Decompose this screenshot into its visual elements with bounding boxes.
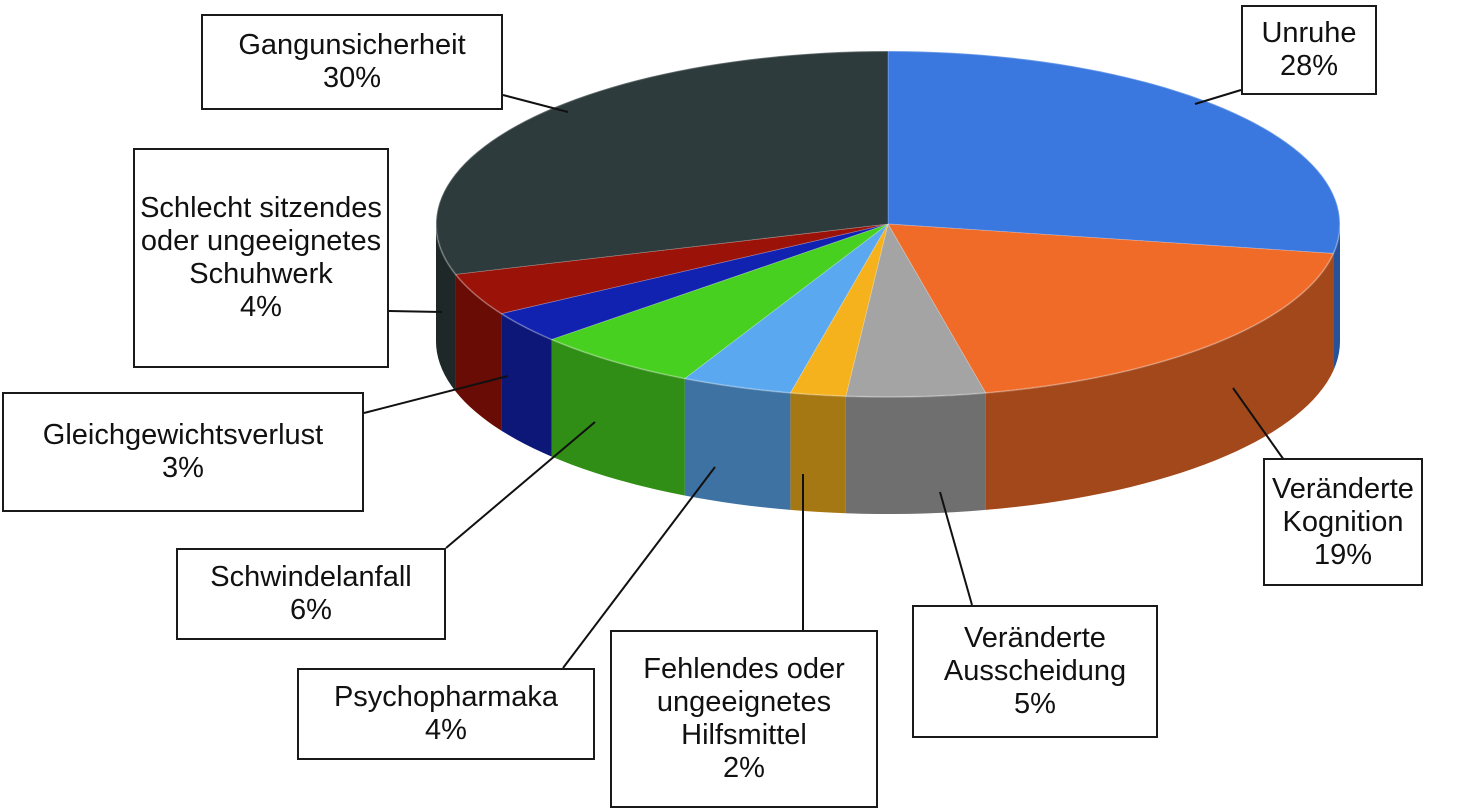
slice-label-value: 28%: [1279, 50, 1339, 82]
slice-label-value: 2%: [723, 752, 765, 784]
pie-rim: [435, 50, 1341, 398]
pie-side-gangunsicherheit: [436, 224, 456, 392]
pie-slice-gleichgewichtsverlust: [500, 223, 889, 340]
slice-label-schlecht-sitzendes-schuhwerk: Schlecht sitzendes oder ungeeignetes Sch…: [133, 148, 389, 368]
pie-slice-unruhe: [887, 50, 1341, 254]
pie-side-veraenderte-ausscheidung: [845, 392, 986, 514]
pie-slice-schlecht-sitzendes-oder-ungeeignetes-schuhwerk: [454, 223, 889, 315]
pie-sides: [436, 224, 1340, 514]
slice-label-name: Gangunsicherheit: [238, 29, 466, 61]
pie-tops: [435, 50, 1341, 398]
leader-lines: [363, 89, 1285, 669]
leader-line-veraenderte-kognition: [1232, 387, 1285, 461]
slice-label-value: 19%: [1313, 538, 1373, 571]
slice-label-veraenderte-kognition: Veränderte Kognition 19%: [1263, 458, 1423, 586]
pie-slice-schwindelanfall: [550, 223, 889, 379]
leader-line-gleichgewichtsverlust: [363, 375, 509, 414]
slice-label-value: 6%: [290, 594, 332, 626]
pie-slice-veraenderte-ausscheidung: [845, 222, 987, 398]
slice-label-unruhe: Unruhe 28%: [1241, 5, 1377, 95]
slice-label-name: Psychopharmaka: [333, 681, 559, 713]
slice-label-veraenderte-ausscheidung: Veränderte Ausscheidung 5%: [912, 605, 1158, 738]
leader-line-schwindelanfall: [445, 421, 596, 549]
slice-label-psychopharmaka: Psychopharmaka 4%: [297, 668, 595, 760]
pie-slice-gangunsicherheit: [435, 50, 889, 275]
slice-label-name: Veränderte Kognition: [1272, 472, 1414, 538]
leader-line-schlecht-sitzendes-oder-ungeeignetes-schuhwerk: [388, 310, 443, 313]
slice-label-value: 30%: [322, 62, 382, 94]
slice-label-value: 4%: [425, 714, 467, 746]
slice-label-value: 4%: [240, 291, 282, 323]
pie-slice-psychopharmaka: [683, 223, 889, 394]
slice-label-name: Unruhe: [1261, 17, 1357, 49]
leader-line-psychopharmaka: [562, 466, 716, 669]
slice-label-name: Gleichgewichtsverlust: [42, 419, 324, 451]
pie-slice-veraenderte-kognition: [887, 223, 1335, 394]
pie-side-schlecht-sitzendes-oder-ungeeignetes-schuhwerk: [455, 274, 502, 431]
slice-label-fehlendes-hilfsmittel: Fehlendes oder ungeeignetes Hilfsmittel …: [610, 630, 878, 808]
slice-label-gleichgewichtsverlust: Gleichgewichtsverlust 3%: [2, 392, 364, 512]
slice-label-name: Schwindelanfall: [210, 561, 412, 593]
pie-side-unruhe: [1333, 224, 1340, 371]
pie-side-psychopharmaka: [684, 378, 791, 510]
slice-label-name: Fehlendes oder ungeeignetes Hilfsmittel: [643, 653, 845, 751]
leader-line-unruhe: [1194, 89, 1242, 105]
pie-side-schwindelanfall: [551, 339, 685, 496]
pie-side-gleichgewichtsverlust: [501, 313, 552, 457]
pie-side-fehlendes-oder-ungeeignetes-hilfsmittel: [790, 392, 846, 514]
pie-side-veraenderte-kognition: [985, 253, 1334, 510]
slice-label-schwindelanfall: Schwindelanfall 6%: [176, 548, 446, 640]
leader-line-gangunsicherheit: [502, 94, 569, 113]
slice-label-value: 3%: [162, 452, 204, 484]
leader-line-veraenderte-ausscheidung: [939, 491, 973, 606]
slice-label-gangunsicherheit: Gangunsicherheit 30%: [201, 14, 503, 110]
slice-label-name: Veränderte Ausscheidung: [943, 622, 1127, 687]
slice-label-name: Schlecht sitzendes oder ungeeignetes Sch…: [140, 192, 382, 290]
slice-label-value: 5%: [1014, 688, 1056, 720]
